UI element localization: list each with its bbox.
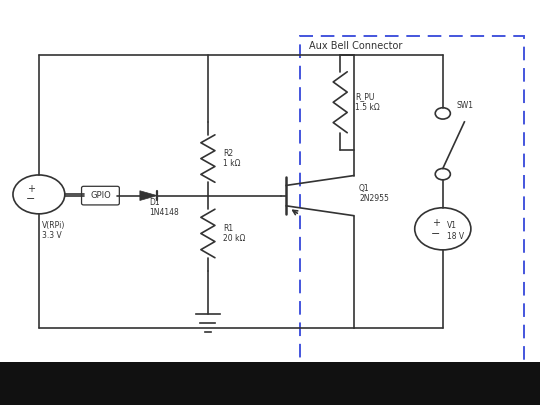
FancyBboxPatch shape	[82, 186, 119, 205]
Text: —∼―►―LAB: —∼―►―LAB	[8, 388, 48, 398]
Text: V(RPi)
3.3 V: V(RPi) 3.3 V	[42, 221, 65, 240]
Polygon shape	[140, 191, 157, 200]
Text: Q1
2N2955: Q1 2N2955	[359, 184, 389, 203]
Text: +: +	[432, 218, 440, 228]
Text: +: +	[27, 184, 35, 194]
Text: GPIO: GPIO	[90, 191, 111, 200]
Text: jmservera / Golmar Aux Bell GPIO simulator: jmservera / Golmar Aux Bell GPIO simulat…	[140, 370, 353, 379]
Text: R2
1 kΩ: R2 1 kΩ	[223, 149, 240, 168]
Text: CIRCUIT: CIRCUIT	[8, 370, 49, 379]
Text: SW1: SW1	[456, 101, 473, 110]
Text: −: −	[431, 229, 441, 239]
Text: http://circuitlab.com/cq834z6cv223j: http://circuitlab.com/cq834z6cv223j	[140, 390, 279, 399]
Text: V1
18 V: V1 18 V	[447, 221, 464, 241]
Text: Aux Bell Connector: Aux Bell Connector	[309, 40, 403, 51]
Bar	[0, 362, 540, 405]
Text: R1
20 kΩ: R1 20 kΩ	[223, 224, 245, 243]
Text: D1
1N4148: D1 1N4148	[150, 198, 179, 217]
Text: −: −	[26, 194, 36, 204]
Text: R_PU
1.5 kΩ: R_PU 1.5 kΩ	[355, 93, 380, 112]
Bar	[300, 36, 524, 371]
